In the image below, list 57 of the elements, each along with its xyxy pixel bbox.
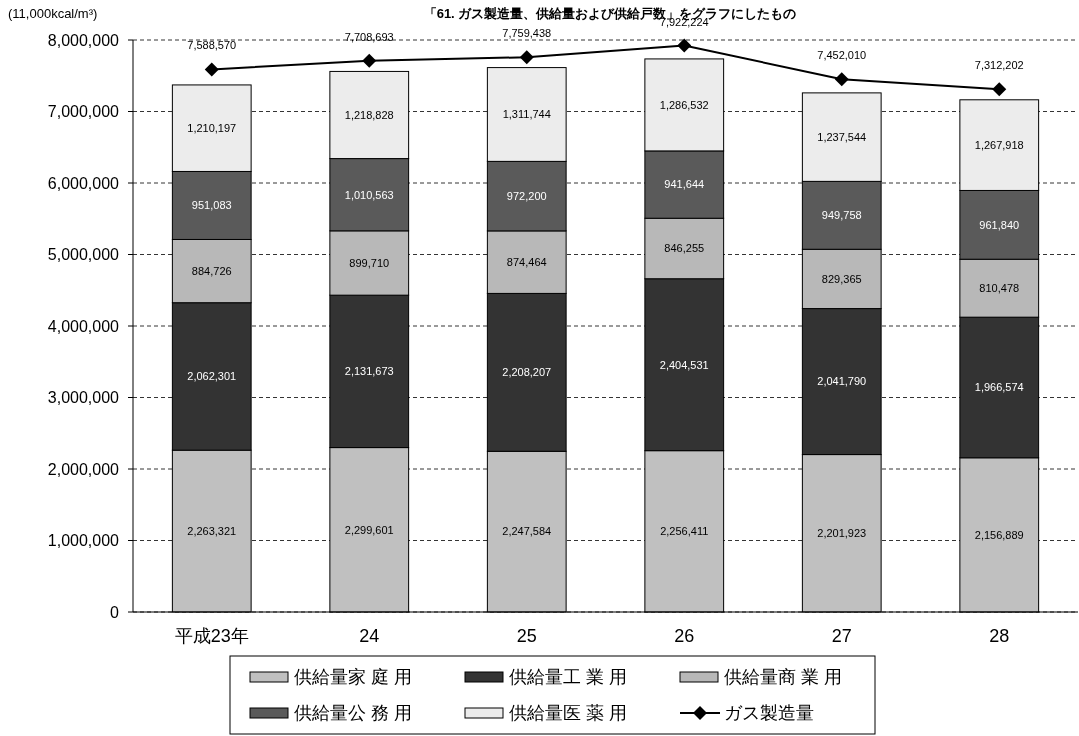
data-label: 810,478 [979,282,1020,295]
data-label: 2,062,301 [187,370,237,383]
data-label: 7,708,693 [344,30,394,43]
data-label: 2,131,673 [344,365,394,378]
x-tick-label: 28 [989,626,1010,646]
y-tick-label: 3,000,000 [47,389,120,407]
data-label: 1,218,828 [344,108,394,121]
data-label: 7,452,010 [817,49,867,62]
data-label: 7,312,202 [974,59,1024,72]
y-tick-label: 2,000,000 [47,460,120,478]
y-tick-label: 7,000,000 [47,103,120,121]
data-label: 829,365 [821,272,862,285]
y-axis-title: (11,000kcal/m³) [8,6,98,21]
data-label: 2,404,531 [659,358,709,371]
y-tick-label: 0 [110,603,120,621]
data-label: 1,286,532 [659,98,709,111]
y-tick-label: 4,000,000 [47,317,120,335]
legend-label: 供給量家 庭 用 [294,667,413,688]
data-label: 2,208,207 [502,366,552,379]
data-label: 7,759,438 [502,27,552,40]
data-label: 846,255 [664,242,705,255]
data-label: 1,010,563 [344,188,394,201]
data-label: 951,083 [191,199,232,212]
data-label: 2,041,790 [817,375,867,388]
x-tick-label: 27 [831,626,852,646]
legend-label: 供給量工 業 用 [509,667,628,688]
data-label: 961,840 [979,218,1020,231]
data-label: 1,267,918 [974,138,1024,151]
x-tick-label: 24 [359,626,380,646]
y-tick-label: 6,000,000 [47,174,120,192]
data-label: 972,200 [506,189,547,202]
legend-label: 供給量公 務 用 [294,703,413,724]
y-tick-label: 5,000,000 [47,246,120,264]
data-label: 2,156,889 [974,528,1024,541]
data-label: 2,299,601 [344,523,394,536]
data-label: 1,210,197 [187,122,237,135]
data-label: 884,726 [191,264,232,277]
data-label: 2,263,321 [187,524,237,537]
x-tick-label: 25 [516,626,537,646]
data-label: 1,311,744 [502,108,551,121]
data-label: 7,588,570 [187,39,237,52]
data-label: 2,256,411 [660,525,709,538]
x-tick-label: 平成23年 [174,626,249,646]
data-label: 1,237,544 [817,130,867,143]
data-label: 2,247,584 [502,525,552,538]
data-label: 941,644 [664,178,705,191]
data-label: 874,464 [506,256,547,268]
legend-label: ガス製造量 [724,703,814,724]
legend-label: 供給量医 薬 用 [509,703,628,724]
data-label: 2,201,923 [817,527,867,540]
y-tick-label: 8,000,000 [47,31,120,49]
data-label: 899,710 [349,256,390,269]
data-label: 1,966,574 [974,381,1024,394]
legend-label: 供給量商 業 用 [724,667,843,688]
x-tick-label: 26 [674,626,695,646]
y-tick-label: 1,000,000 [47,532,120,550]
data-label: 949,758 [821,209,862,222]
